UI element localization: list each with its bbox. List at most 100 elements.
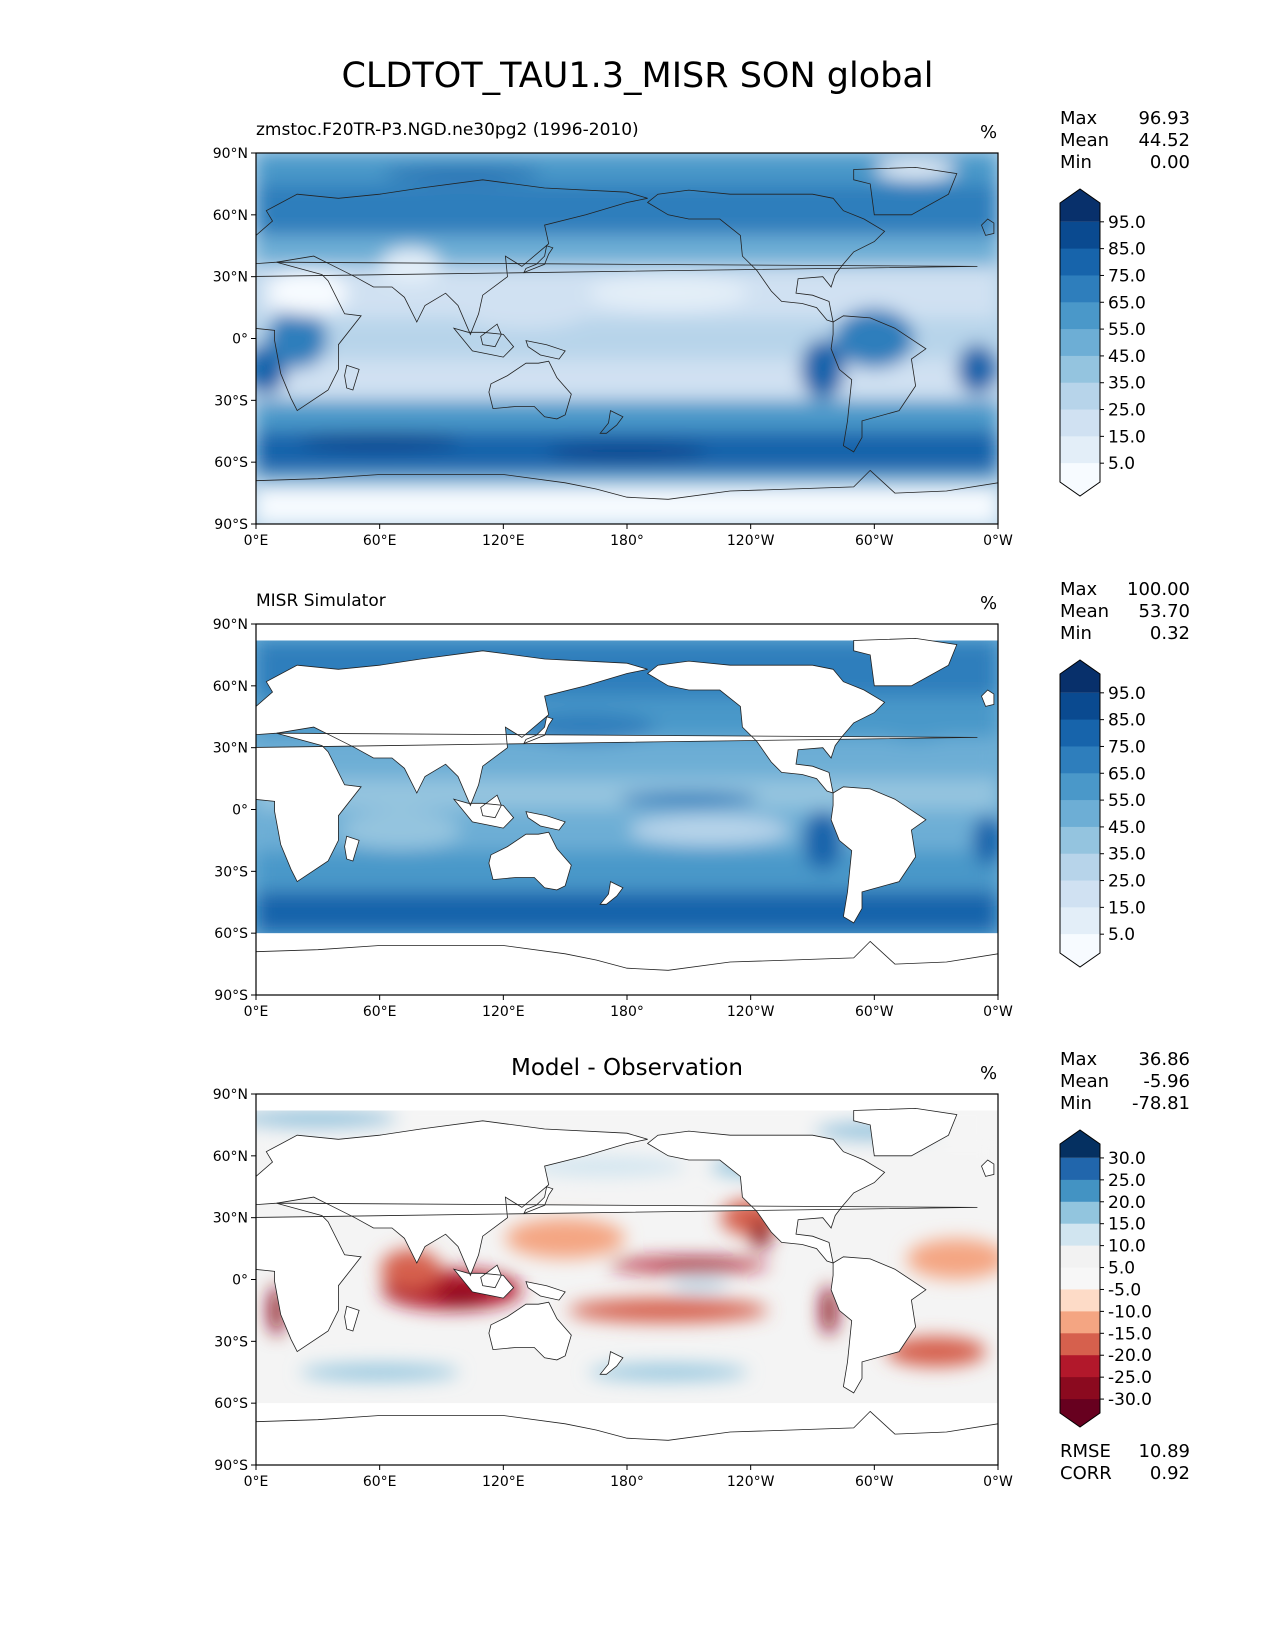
mean-label: Mean — [1060, 130, 1110, 151]
coast-greenland — [853, 166, 958, 216]
land-newguinea — [526, 1281, 566, 1301]
coast-africa — [256, 732, 978, 883]
land-uk — [981, 1160, 994, 1177]
coast-uk — [981, 1159, 995, 1177]
colorbar-label: -20.0 — [1108, 1346, 1152, 1366]
colorbar-segment — [1060, 1377, 1100, 1400]
colorbar-label: 25.0 — [1108, 1171, 1146, 1191]
land-mask — [256, 1094, 998, 1465]
shade-blob — [957, 344, 998, 395]
coast-greenland — [853, 637, 958, 687]
coast-australia — [488, 831, 572, 891]
coast-indonesia — [452, 1268, 515, 1299]
shade-blob — [834, 308, 915, 369]
shade-band — [256, 400, 998, 432]
land-borneo — [480, 1265, 502, 1288]
y-tick-label: 30°S — [214, 393, 248, 409]
y-tick-label: 30°N — [213, 1211, 248, 1227]
y-tick-label: 90°N — [213, 1087, 248, 1103]
colorbar-outline — [1059, 659, 1101, 968]
colorbar-label: 95.0 — [1108, 684, 1146, 704]
coast-indonesia — [452, 798, 515, 829]
coast-borneo — [480, 323, 502, 348]
y-tick-label: 30°S — [214, 864, 248, 880]
no-data-south — [256, 933, 998, 995]
colorbar-segment — [1060, 719, 1100, 747]
coast-antarctica — [256, 940, 998, 971]
shade-band — [256, 486, 998, 524]
colorbar-label: -15.0 — [1108, 1324, 1152, 1344]
y-tick-label: 0° — [232, 803, 248, 819]
y-tick-label: 30°S — [214, 1334, 248, 1350]
shade-blob — [505, 1218, 626, 1259]
colorbar-label: -25.0 — [1108, 1368, 1152, 1388]
land-greenland — [853, 1108, 957, 1156]
colorbar-segment — [1060, 1311, 1100, 1334]
colorbar-segment — [1060, 773, 1100, 801]
colorbar-segment — [1060, 692, 1100, 721]
coast-samerica — [830, 315, 927, 453]
y-tick-label: 90°S — [214, 988, 248, 1004]
land-samerica — [831, 786, 926, 923]
colorbar-label: 95.0 — [1108, 213, 1146, 233]
x-tick-label: 0°E — [244, 1474, 269, 1490]
coast-newzealand — [599, 409, 624, 434]
colorbar: 95.0 85.0 75.0 65.0 55.0 45.0 35.0 25.0 15.0 5.0 — [1059, 659, 1146, 968]
colorbar-segment — [1060, 355, 1100, 384]
colorbar-outline — [1059, 1129, 1101, 1428]
x-tick-label: 120°W — [727, 1004, 775, 1020]
shade-blob — [453, 285, 594, 330]
colorbar-extend-bottom — [1060, 1399, 1100, 1427]
colorbar-label: 10.0 — [1108, 1237, 1146, 1257]
colorbar-label: 65.0 — [1108, 293, 1146, 313]
land-australia — [488, 1302, 572, 1360]
shade-blob — [267, 308, 328, 369]
coast-newguinea — [525, 340, 566, 360]
coast-borneo — [480, 1264, 502, 1289]
colorbar-label: 25.0 — [1108, 401, 1146, 421]
panel-title: Model - Observation — [510, 1055, 744, 1081]
y-tick-label: 0° — [232, 332, 248, 348]
no-data-south — [256, 1403, 998, 1465]
coast-japan — [523, 1186, 554, 1215]
colorbar-segment — [1060, 409, 1100, 437]
shade-blob — [972, 815, 998, 866]
colorbar-extend-top — [1060, 1130, 1100, 1158]
coast-africa — [256, 261, 978, 412]
shade-blob — [629, 815, 790, 846]
land-uk — [981, 690, 994, 707]
shade-blob — [618, 791, 759, 808]
coast-japan — [523, 716, 554, 745]
x-tick-label: 120°E — [482, 1474, 525, 1490]
x-tick-label: 0°W — [983, 1004, 1013, 1020]
no-data-north — [256, 1094, 998, 1111]
no-data-north — [256, 624, 998, 641]
coast-samerica — [830, 1256, 927, 1394]
colorbar-segment — [1060, 1289, 1100, 1312]
x-tick-label: 180° — [610, 533, 644, 549]
field-shading — [256, 153, 998, 524]
max-value: 36.86 — [1138, 1049, 1190, 1070]
x-tick-label: 120°E — [482, 1004, 525, 1020]
land-samerica — [831, 1256, 926, 1393]
y-tick-label: 60°S — [214, 455, 248, 471]
map-plot: 0°E 60°E 120°E 180° 120°W 60°W 0°W 90°N 60°N 30°N… — [213, 1087, 1152, 1490]
colorbar-extend-top — [1060, 189, 1100, 222]
land-newguinea — [526, 811, 566, 831]
panel-model: zmstoc.F20TR-P3.NGD.ne30pg2 (1996-2010) … — [0, 108, 1275, 580]
colorbar-segment — [1060, 1201, 1100, 1225]
colorbar-segment — [1060, 853, 1100, 882]
min-value: -78.81 — [1131, 1093, 1190, 1114]
coast-eurasia — [256, 179, 648, 336]
colorbar-label: 85.0 — [1108, 711, 1146, 731]
y-tick-label: 90°S — [214, 1458, 248, 1474]
y-tick-label: 0° — [232, 1273, 248, 1289]
shade-blob — [820, 1285, 837, 1336]
colorbar-label: 65.0 — [1108, 764, 1146, 784]
y-tick-label: 30°N — [213, 270, 248, 286]
colorbar-segment — [1060, 1333, 1100, 1356]
unit-label: % — [980, 1063, 998, 1084]
land-borneo — [480, 795, 502, 818]
coast-uk — [981, 218, 995, 236]
colorbar-segment — [1060, 1179, 1100, 1203]
